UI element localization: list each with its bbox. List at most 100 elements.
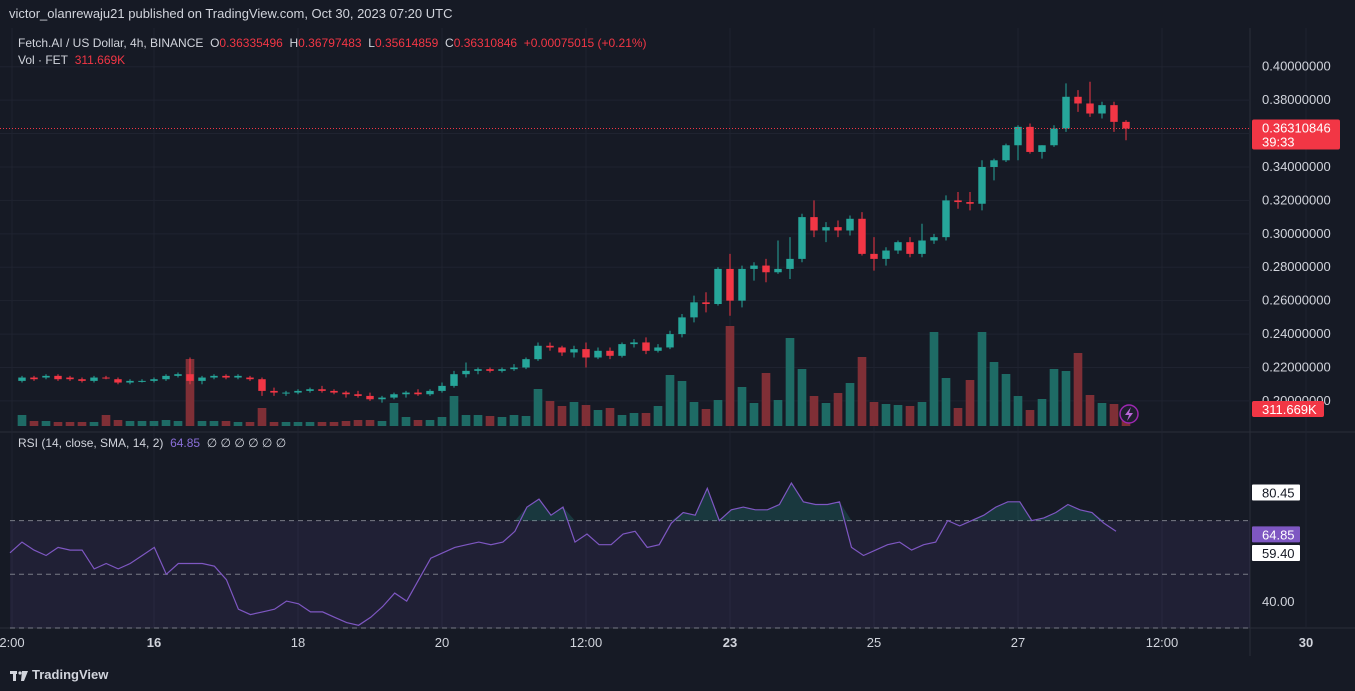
volume-bar (941, 378, 951, 426)
candle (90, 375, 98, 383)
volume-bar (929, 332, 939, 426)
candle-body (30, 377, 38, 380)
candle-body (510, 367, 518, 370)
time-tick-label: 16 (147, 635, 161, 650)
volume-bar (653, 406, 663, 426)
volume-badge-label: 311.669K (1262, 402, 1317, 417)
close-label: C (445, 36, 454, 50)
volume-bar (1049, 369, 1059, 426)
candle (594, 347, 602, 360)
candle (714, 267, 722, 306)
candle (138, 379, 146, 383)
volume-bar (869, 402, 879, 426)
candle-body (210, 375, 218, 378)
volume-bar (1097, 403, 1107, 426)
close-value: 0.36310846 (453, 36, 518, 50)
volume-bar (689, 402, 699, 426)
candle (846, 215, 854, 236)
volume-bar (713, 400, 723, 426)
candle (1110, 101, 1118, 132)
candle-body (594, 350, 602, 358)
change-value: +0.00075015 (+0.21%) (523, 36, 647, 50)
candle-body (354, 394, 362, 396)
symbol-title[interactable]: Fetch.AI / US Dollar, 4h, BINANCE (18, 36, 204, 50)
current-price-label: 0.36310846 (1262, 121, 1331, 136)
candle-body (366, 395, 374, 400)
candle-body (1014, 126, 1022, 146)
candle (78, 377, 86, 383)
candle-body (666, 334, 674, 348)
volume-bar (725, 326, 735, 426)
candle-body (426, 390, 434, 395)
volume-bar (185, 359, 195, 426)
volume-bar (977, 332, 987, 426)
candle (1038, 145, 1046, 159)
volume-bar (77, 422, 87, 426)
volume-bar (797, 369, 807, 426)
volume-bar (317, 422, 327, 426)
candle (402, 390, 410, 398)
candle (774, 240, 782, 274)
candle-body (846, 218, 854, 231)
candle (570, 345, 578, 358)
candle (906, 237, 914, 258)
candle (174, 372, 182, 378)
rsi-tick-label: 59.40 (1262, 546, 1295, 561)
candle-body (162, 375, 170, 380)
chart-area[interactable]: 0.400000000.380000000.360000000.34000000… (0, 28, 1355, 656)
brand[interactable]: TradingView (10, 667, 108, 682)
volume-bar (593, 410, 603, 426)
rsi-band-fill (10, 520, 1250, 628)
candle-body (294, 390, 302, 393)
volume-bar (761, 373, 771, 426)
candle-body (126, 380, 134, 383)
candle (318, 385, 326, 393)
candle (270, 387, 278, 396)
rsi-label[interactable]: RSI (14, close, SMA, 14, 2) (18, 436, 164, 450)
candle (810, 200, 818, 238)
candle (258, 377, 266, 396)
candle-body (378, 397, 386, 400)
volume-bar (173, 421, 183, 426)
volume-bar (833, 393, 843, 426)
candle (234, 374, 242, 380)
time-tick-label: 12:00 (570, 635, 603, 650)
candle-body (570, 349, 578, 353)
price-tick-label: 0.26000000 (1262, 293, 1331, 308)
volume-bar (557, 406, 567, 426)
volume-bar (965, 380, 975, 426)
volume-bar (1025, 410, 1035, 426)
candle-body (978, 166, 986, 204)
volume-bar (101, 415, 111, 426)
candle (786, 237, 794, 279)
rsi-axis-badge (1252, 526, 1300, 543)
candle-body (402, 392, 410, 395)
volume-label[interactable]: Vol · FET (18, 53, 69, 67)
candle-body (42, 375, 50, 378)
volume-bar (161, 420, 171, 426)
candle-body (582, 349, 590, 358)
candle-body (1098, 105, 1106, 114)
volume-bar (521, 416, 531, 426)
candle-body (234, 375, 242, 378)
rsi-axis-badge (1252, 545, 1300, 562)
price-tick-label: 0.24000000 (1262, 326, 1331, 341)
candle (282, 390, 290, 396)
candle-body (834, 227, 842, 231)
candle (486, 367, 494, 373)
volume-bar (1037, 399, 1047, 426)
candle-body (606, 350, 614, 356)
high-value: 0.36797483 (298, 36, 362, 50)
candle (654, 344, 662, 353)
volume-bar (701, 409, 711, 426)
candle-body (114, 379, 122, 383)
volume-bar (377, 421, 387, 426)
candle-body (774, 268, 782, 273)
time-tick-label: 25 (867, 635, 881, 650)
volume-bar (473, 415, 483, 426)
candlestick-chart[interactable]: 0.400000000.380000000.360000000.34000000… (0, 28, 1355, 656)
candle (978, 160, 986, 211)
volume-bar (497, 417, 507, 426)
candle-body (822, 227, 830, 231)
candle-body (1062, 96, 1070, 129)
